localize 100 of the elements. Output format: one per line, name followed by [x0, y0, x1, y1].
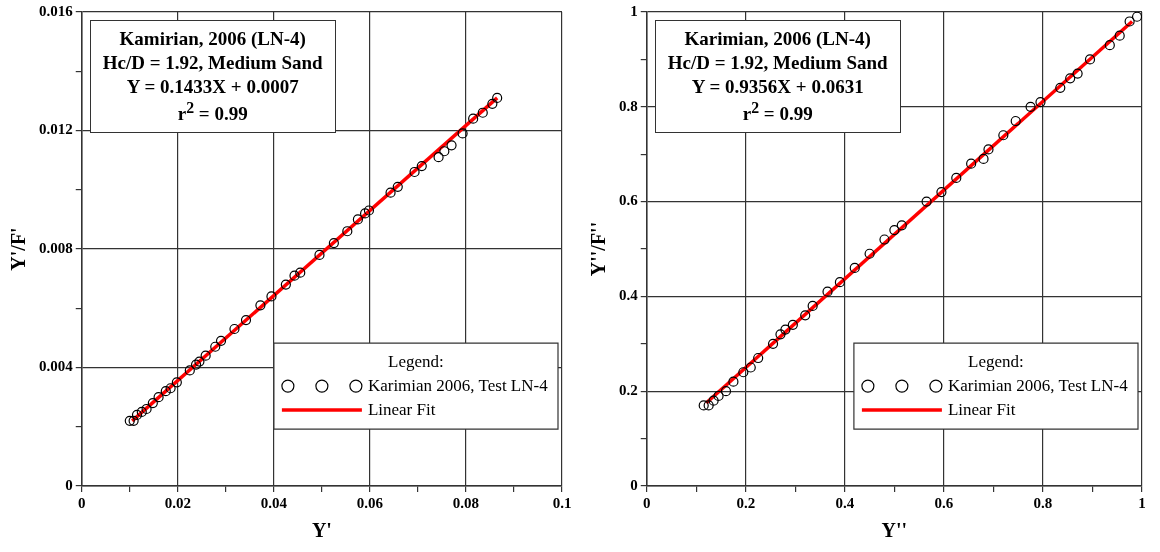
point — [1025, 101, 1036, 112]
point — [1055, 82, 1066, 93]
point — [266, 291, 277, 302]
x-tick-label: 0 — [643, 494, 651, 511]
point — [1131, 12, 1142, 22]
point — [328, 237, 339, 249]
point — [1065, 73, 1076, 84]
y-tick-label: 0.016 — [39, 2, 74, 19]
x-tick-label: 0.08 — [452, 494, 480, 511]
point — [215, 335, 227, 346]
point — [780, 324, 791, 335]
point — [1035, 96, 1046, 108]
point — [1104, 40, 1115, 51]
annotation: Kamirian, 2006 (LN-4) — [119, 28, 306, 49]
point — [487, 98, 498, 109]
point — [439, 146, 450, 157]
point — [767, 338, 779, 349]
point — [978, 153, 989, 165]
legend-title: Legend: — [968, 351, 1024, 371]
point — [720, 386, 732, 397]
point — [951, 172, 962, 183]
point — [280, 279, 291, 290]
point — [698, 400, 709, 411]
point — [1114, 30, 1125, 41]
point — [289, 270, 300, 281]
point — [708, 395, 719, 406]
point — [703, 400, 714, 411]
point — [190, 359, 202, 370]
x-tick-label: 0.6 — [934, 494, 954, 511]
point — [753, 352, 764, 364]
point — [342, 226, 353, 237]
y-tick-label: 0.012 — [39, 121, 73, 138]
point — [229, 323, 240, 335]
y-axis-title: Y''/F'' — [587, 221, 610, 277]
y-tick-label: 0.6 — [619, 192, 639, 209]
x-axis-title: Y'' — [881, 519, 908, 542]
point — [879, 234, 890, 245]
legend-label: Karimian 2006, Test LN-4 — [947, 375, 1129, 395]
point — [889, 224, 900, 236]
point — [210, 341, 221, 352]
point — [124, 415, 135, 426]
point — [165, 383, 176, 394]
point — [141, 403, 152, 415]
point — [1124, 16, 1135, 27]
point — [363, 205, 375, 216]
point — [864, 248, 875, 259]
point — [738, 367, 749, 378]
y-tick-label: 0.2 — [619, 382, 638, 399]
point — [921, 196, 932, 207]
y-tick-label: 0.008 — [39, 239, 73, 256]
y-tick-label: 0 — [65, 476, 73, 493]
point — [787, 319, 798, 330]
point — [352, 214, 363, 225]
point — [409, 166, 420, 178]
point — [1072, 68, 1083, 79]
point — [184, 365, 195, 376]
point — [896, 220, 907, 231]
point — [822, 286, 833, 297]
point — [966, 158, 977, 169]
point — [807, 300, 818, 311]
y-tick-label: 1 — [630, 2, 638, 19]
point — [983, 144, 994, 155]
x-tick-label: 0.8 — [1033, 494, 1053, 511]
point — [314, 249, 325, 261]
annotation: r$^{2}$ = 0.99 — [742, 99, 813, 125]
point — [1084, 54, 1096, 65]
point — [131, 409, 143, 420]
point — [295, 267, 306, 278]
point — [468, 113, 479, 124]
point — [446, 140, 457, 151]
y-tick-label: 0.004 — [39, 358, 74, 375]
point — [775, 329, 786, 340]
y-tick-label: 0 — [630, 476, 638, 493]
point — [360, 208, 371, 219]
legend-label: Linear Fit — [947, 399, 1016, 419]
point — [255, 300, 266, 311]
point — [392, 181, 403, 192]
y-axis-title: Y'/F' — [7, 227, 30, 271]
x-tick-label: 0.06 — [356, 494, 384, 511]
point — [128, 415, 139, 426]
point — [1010, 115, 1021, 127]
point — [200, 350, 211, 361]
point — [800, 310, 811, 321]
x-tick-label: 1 — [1138, 494, 1146, 511]
x-tick-label: 0 — [78, 494, 86, 511]
point — [936, 187, 947, 198]
point — [240, 315, 252, 326]
point — [147, 397, 158, 409]
point — [477, 107, 488, 118]
annotation: Y = 0.1433X + 0.0007 — [126, 75, 299, 97]
point — [834, 277, 845, 288]
point — [433, 152, 444, 163]
x-tick-label: 0.4 — [835, 494, 855, 511]
x-axis-title: Y' — [311, 519, 332, 542]
annotation: r$^{2}$ = 0.99 — [177, 99, 248, 125]
legend-label: Karimian 2006, Test LN-4 — [367, 375, 549, 395]
x-tick-label: 0.04 — [260, 494, 288, 511]
point — [492, 92, 503, 104]
annotation: Hc/D = 1.92, Medium Sand — [667, 51, 888, 73]
point — [728, 376, 739, 387]
